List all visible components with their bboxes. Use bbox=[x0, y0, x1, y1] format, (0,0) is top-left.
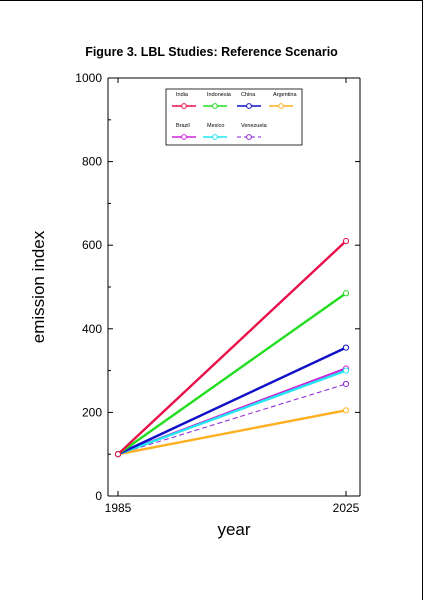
y-tick-label: 400 bbox=[82, 322, 102, 336]
y-axis-label: emission index bbox=[29, 230, 48, 343]
y-tick-label: 600 bbox=[82, 238, 102, 252]
y-axis-ticks: 0 200 400 600 800 1000 bbox=[75, 71, 360, 503]
data-point-india bbox=[114, 451, 122, 458]
series-line-india bbox=[117, 240, 347, 456]
series-lines bbox=[114, 237, 350, 458]
y-tick-label: 0 bbox=[95, 489, 102, 503]
series-china bbox=[114, 344, 350, 458]
legend-label-india: India bbox=[176, 92, 189, 98]
data-point-china bbox=[342, 344, 350, 351]
legend-marker-india bbox=[181, 103, 187, 109]
legend: India Indonesia China Argentina Brazil Mexico… bbox=[165, 88, 303, 146]
data-point-mexico bbox=[342, 367, 350, 374]
series-line-mexico bbox=[117, 369, 347, 456]
series-line-indonesia bbox=[117, 292, 347, 456]
legend-label-china: China bbox=[241, 92, 256, 98]
legend-label-venezuela: Venezuela bbox=[241, 123, 268, 129]
legend-label-argentina: Argentina bbox=[273, 92, 297, 98]
series-venezuela bbox=[114, 380, 350, 458]
legend-marker-venezuela bbox=[246, 134, 252, 140]
series-line-argentina bbox=[117, 409, 347, 456]
series-line-china bbox=[117, 346, 347, 456]
legend-marker-brazil bbox=[181, 134, 187, 140]
series-line-venezuela bbox=[117, 383, 347, 455]
data-point-argentina bbox=[342, 407, 350, 414]
legend-marker-china bbox=[246, 103, 252, 109]
legend-label-brazil: Brazil bbox=[176, 123, 190, 129]
data-point-indonesia bbox=[342, 290, 350, 297]
y-tick-label: 800 bbox=[82, 155, 102, 169]
legend-marker-argentina bbox=[278, 103, 284, 109]
series-india bbox=[114, 237, 350, 458]
legend-label-mexico: Mexico bbox=[207, 123, 224, 129]
y-tick-label: 1000 bbox=[75, 71, 102, 85]
legend-label-indonesia: Indonesia bbox=[207, 92, 232, 98]
x-tick-label: 2025 bbox=[333, 501, 360, 515]
legend-marker-indonesia bbox=[212, 103, 218, 109]
data-point-venezuela bbox=[342, 380, 350, 388]
legend-box bbox=[165, 88, 303, 146]
x-axis-label: year bbox=[217, 520, 250, 539]
series-mexico bbox=[114, 367, 350, 458]
y-tick-label: 200 bbox=[82, 405, 102, 419]
x-axis-ticks: 1985 2025 bbox=[105, 78, 360, 515]
chart-title: Figure 3. LBL Studies: Reference Scenari… bbox=[85, 45, 338, 59]
data-point-india bbox=[342, 237, 350, 245]
x-tick-label: 1985 bbox=[105, 501, 132, 515]
legend-marker-mexico bbox=[212, 134, 218, 140]
